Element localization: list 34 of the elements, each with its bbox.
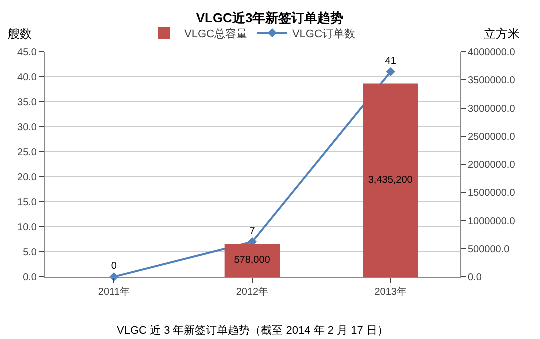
y2-tick-label: 1000000.0 (468, 216, 516, 228)
y-tick-label: 35.0 (18, 98, 38, 108)
point (386, 67, 396, 77)
data-label: 0 (111, 261, 118, 272)
y-tick-label: 5.0 (23, 248, 38, 258)
data-label: 578,000 (234, 255, 271, 266)
data-label: 7 (250, 226, 256, 238)
y2-tick-label: 500000.0 (468, 244, 510, 256)
y2-tick-label: 3500000.0 (468, 76, 516, 87)
y2-axis-title: 立方米 (484, 27, 520, 41)
y-tick-label: 20.0 (18, 172, 38, 184)
y-tick-label: 15.0 (18, 198, 38, 208)
text: VLGC 近 3 年新签订单趋势（截至 2014 年 2 月 17 日） (117, 324, 388, 337)
x-tick-label: 2013年 (374, 286, 407, 298)
data-label: 3,435,200 (368, 174, 414, 186)
y-tick-label: 25.0 (18, 148, 38, 158)
legend-label: VLGC总容量 (184, 27, 248, 40)
y-tick-label: 0.0 (23, 272, 38, 284)
y2-tick-label: 4000000.0 (468, 48, 516, 58)
y-axis-title: 艘数 (8, 27, 32, 41)
y2-tick-label: 3000000.0 (468, 104, 516, 115)
x-tick-label: 2012年 (236, 286, 269, 298)
y-tick-label: 45.0 (18, 48, 38, 58)
data-label: 41 (385, 56, 397, 68)
y-tick-label: 40.0 (18, 72, 38, 84)
y2-tick-label: 2000000.0 (468, 160, 516, 171)
y-tick-label: 30.0 (18, 122, 38, 134)
y2-tick-label: 1500000.0 (468, 188, 516, 200)
x-tick-label: 2011年 (98, 286, 130, 298)
chart-title: VLGC近3年新签订单趋势 (196, 10, 344, 26)
y2-tick-label: 2500000.0 (468, 132, 516, 143)
y-tick-label: 10.0 (18, 222, 38, 234)
y2-tick-label: 0.0 (468, 272, 482, 284)
legend-label: VLGC订单数 (292, 27, 356, 40)
